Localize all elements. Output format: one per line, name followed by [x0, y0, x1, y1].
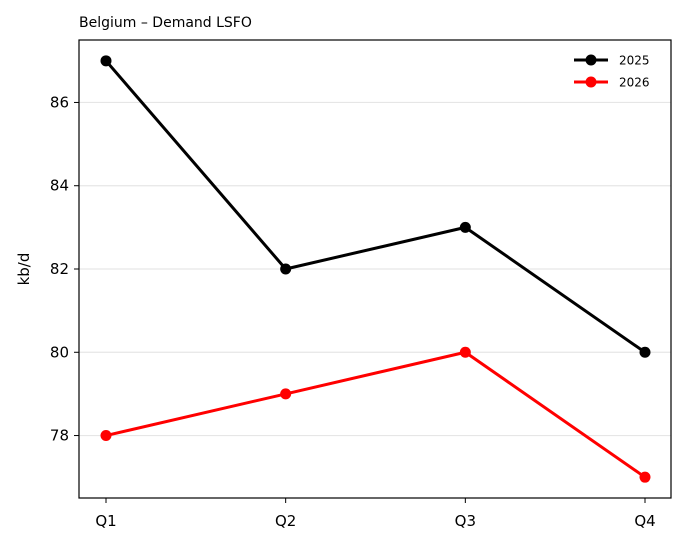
legend-item-2026: 2026: [574, 76, 650, 90]
series-2026: [100, 346, 651, 483]
series-line: [105, 350, 646, 479]
chart-title: Belgium – Demand LSFO: [79, 15, 252, 31]
data-point: [100, 430, 112, 442]
x-tick-label: Q1: [95, 512, 116, 530]
x-tick-label: Q3: [455, 512, 476, 530]
x-axis: Q1 Q2 Q3 Q4: [95, 498, 656, 530]
legend-label: 2026: [619, 76, 650, 90]
y-tick-label: 82: [50, 260, 69, 278]
series-2025: [100, 55, 651, 358]
legend-label: 2025: [619, 54, 650, 68]
data-point: [459, 346, 471, 358]
legend-item-2025: 2025: [574, 54, 650, 68]
data-point: [100, 55, 112, 67]
y-axis-label: kb/d: [15, 253, 33, 286]
y-axis: 78 80 82 84 86: [50, 93, 79, 445]
y-tick-label: 80: [50, 343, 69, 361]
y-tick-label: 78: [50, 427, 69, 445]
legend-marker: [585, 76, 597, 88]
data-point: [459, 221, 471, 233]
data-point: [639, 346, 651, 358]
grid: [79, 101, 671, 437]
x-tick-label: Q2: [275, 512, 296, 530]
legend: 2025 2026: [574, 54, 650, 90]
data-point: [280, 263, 292, 275]
series-lines: [100, 55, 651, 483]
data-point: [280, 388, 292, 400]
y-tick-label: 84: [50, 177, 69, 195]
legend-marker: [585, 54, 597, 66]
series-line: [104, 59, 646, 354]
x-tick-label: Q4: [634, 512, 655, 530]
y-tick-label: 86: [50, 93, 69, 111]
data-point: [639, 471, 651, 483]
